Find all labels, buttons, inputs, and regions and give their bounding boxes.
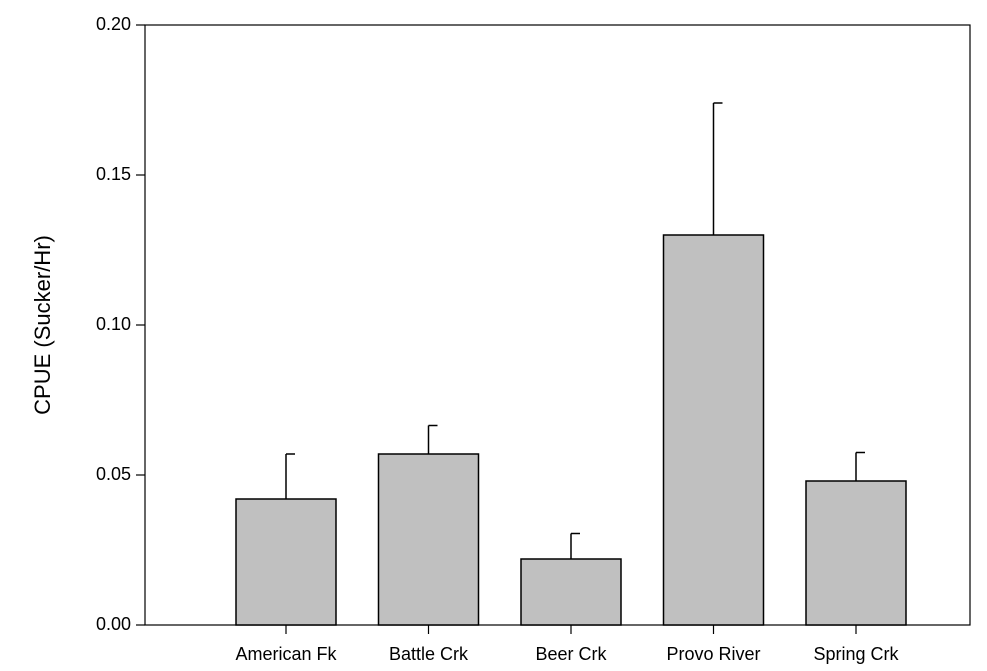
y-tick-label: 0.15 — [96, 164, 131, 184]
bar — [662, 234, 765, 626]
x-tick-label: Provo River — [666, 644, 760, 664]
plot-area: 0.00 0.05 0.10 0.15 0.20 American Fk Battle Cr… — [96, 14, 971, 664]
bar — [377, 453, 480, 626]
x-tick-label: Beer Crk — [535, 644, 607, 664]
y-tick-label: 0.10 — [96, 314, 131, 334]
y-tick-label: 0.00 — [96, 614, 131, 634]
bar — [235, 498, 337, 626]
y-tick-label: 0.20 — [96, 14, 131, 34]
x-tick-label: Battle Crk — [389, 644, 469, 664]
y-tick-label: 0.05 — [96, 464, 131, 484]
x-tick-label: American Fk — [235, 644, 337, 664]
y-axis-title: CPUE (Sucker/Hr) — [30, 235, 55, 415]
x-tick-label: Spring Crk — [813, 644, 899, 664]
bar — [520, 558, 622, 626]
bar — [805, 480, 907, 626]
